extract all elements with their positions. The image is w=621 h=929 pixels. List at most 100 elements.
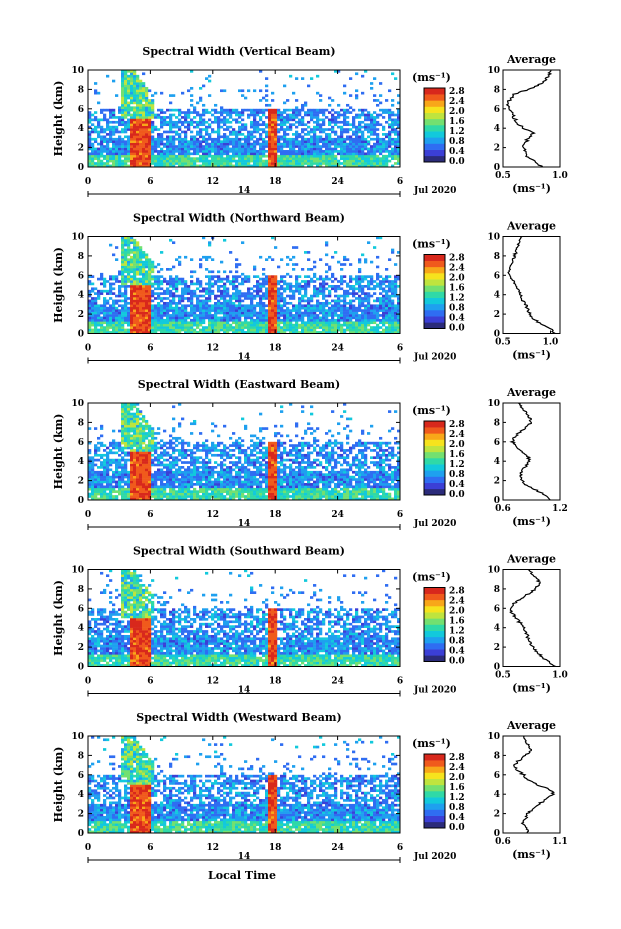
heatmap-cell (172, 147, 176, 151)
heatmap-cell (184, 140, 188, 143)
heatmap-cell (136, 277, 140, 281)
heatmap-cell (370, 287, 374, 291)
heatmap-cell (259, 128, 263, 131)
heatmap-cell (223, 497, 227, 501)
heatmap-cell (169, 331, 173, 334)
heatmap-cell (223, 297, 227, 300)
heatmap-cell (211, 275, 215, 278)
heatmap-cell (313, 331, 317, 334)
heatmap-cell (238, 154, 242, 158)
y-axis-label: Height (km) (52, 247, 65, 323)
heatmap-cell (136, 314, 140, 317)
heatmap-cell (367, 318, 371, 322)
colorbar-frame (423, 254, 446, 329)
heatmap-cell (139, 152, 143, 156)
heatmap-cell (133, 299, 137, 303)
heatmap-cell (205, 137, 209, 141)
heatmap-cell (133, 135, 137, 139)
heatmap-cell (280, 495, 284, 498)
heatmap-cell (304, 285, 308, 288)
heatmap-cell (136, 130, 140, 134)
heatmap-cell (190, 297, 194, 300)
heatmap-cell (235, 154, 239, 158)
heatmap-cell (388, 306, 392, 310)
heatmap-cell (136, 101, 140, 105)
heatmap-cell (172, 292, 176, 295)
heatmap-cell (295, 287, 299, 291)
heatmap-cell (166, 492, 170, 496)
heatmap-cell (130, 91, 134, 95)
heatmap-cell (376, 316, 380, 320)
heatmap-cell (133, 106, 137, 110)
heatmap-cell (340, 162, 344, 165)
heatmap-cell (382, 497, 386, 501)
heatmap-cell (97, 323, 101, 327)
heatmap-cell (301, 326, 305, 329)
heatmap-cell (307, 140, 311, 143)
heatmap-cell (394, 304, 398, 308)
heatmap-cell (343, 299, 347, 303)
heatmap-cell (145, 255, 149, 259)
heatmap-cell (283, 101, 287, 105)
heatmap-cell (397, 137, 401, 141)
heatmap-cell (139, 323, 143, 327)
heatmap-cell (295, 159, 299, 163)
heatmap-cell (94, 304, 98, 308)
heatmap-cell (124, 318, 128, 322)
heatmap-cell (157, 145, 161, 148)
heatmap-cell (202, 301, 206, 305)
heatmap-cell (361, 328, 365, 332)
heatmap-cell (232, 292, 236, 295)
heatmap-cell (337, 162, 341, 165)
heatmap-cell (259, 142, 263, 146)
heatmap-cell (148, 89, 152, 93)
heatmap-cell (130, 495, 134, 498)
heatmap-cell (238, 497, 242, 501)
heatmap-cell (343, 113, 347, 117)
heatmap-cell (349, 331, 353, 334)
heatmap-cell (142, 142, 146, 146)
heatmap-cell (130, 236, 134, 240)
heatmap-cell (358, 108, 362, 112)
heatmap-cell (163, 130, 167, 134)
heatmap-cell (307, 162, 311, 165)
heatmap-cell (160, 137, 164, 141)
heatmap-cell (133, 306, 137, 310)
heatmap-cell (109, 243, 113, 247)
heatmap-cell (214, 137, 218, 141)
heatmap-cell (322, 150, 326, 153)
heatmap-cell (226, 331, 230, 334)
heatmap-cell (208, 123, 212, 127)
heatmap-cell (394, 316, 398, 320)
heatmap-cell (253, 289, 257, 293)
heatmap-cell (367, 241, 371, 245)
heatmap-cell (118, 137, 122, 141)
heatmap-cell (262, 120, 266, 124)
heatmap-cell (238, 495, 242, 498)
heatmap-cell (376, 142, 380, 146)
colorbar-tick-label: 1.6 (449, 117, 465, 127)
heatmap-cell (133, 84, 137, 88)
heatmap-cell (94, 321, 98, 325)
heatmap-cell (322, 321, 326, 325)
heatmap-cell (304, 321, 308, 325)
heatmap-cell (196, 318, 200, 322)
heatmap-cell (208, 147, 212, 151)
heatmap-cell (397, 157, 401, 160)
heatmap-cell (397, 285, 401, 288)
heatmap-cell (268, 130, 272, 134)
heatmap-cell (277, 323, 281, 327)
heatmap-cell (118, 326, 122, 329)
heatmap-cell (145, 299, 149, 303)
heatmap-cell (340, 318, 344, 322)
heatmap-cell (271, 328, 275, 332)
heatmap-cell (175, 328, 179, 332)
heatmap-cell (361, 309, 365, 312)
heatmap-cell (178, 314, 182, 317)
heatmap-cell (184, 497, 188, 501)
heatmap-cell (196, 314, 200, 317)
heatmap-cell (235, 280, 239, 283)
heatmap-cell (217, 285, 221, 288)
heatmap-cell (382, 157, 386, 160)
heatmap-cell (217, 492, 221, 496)
